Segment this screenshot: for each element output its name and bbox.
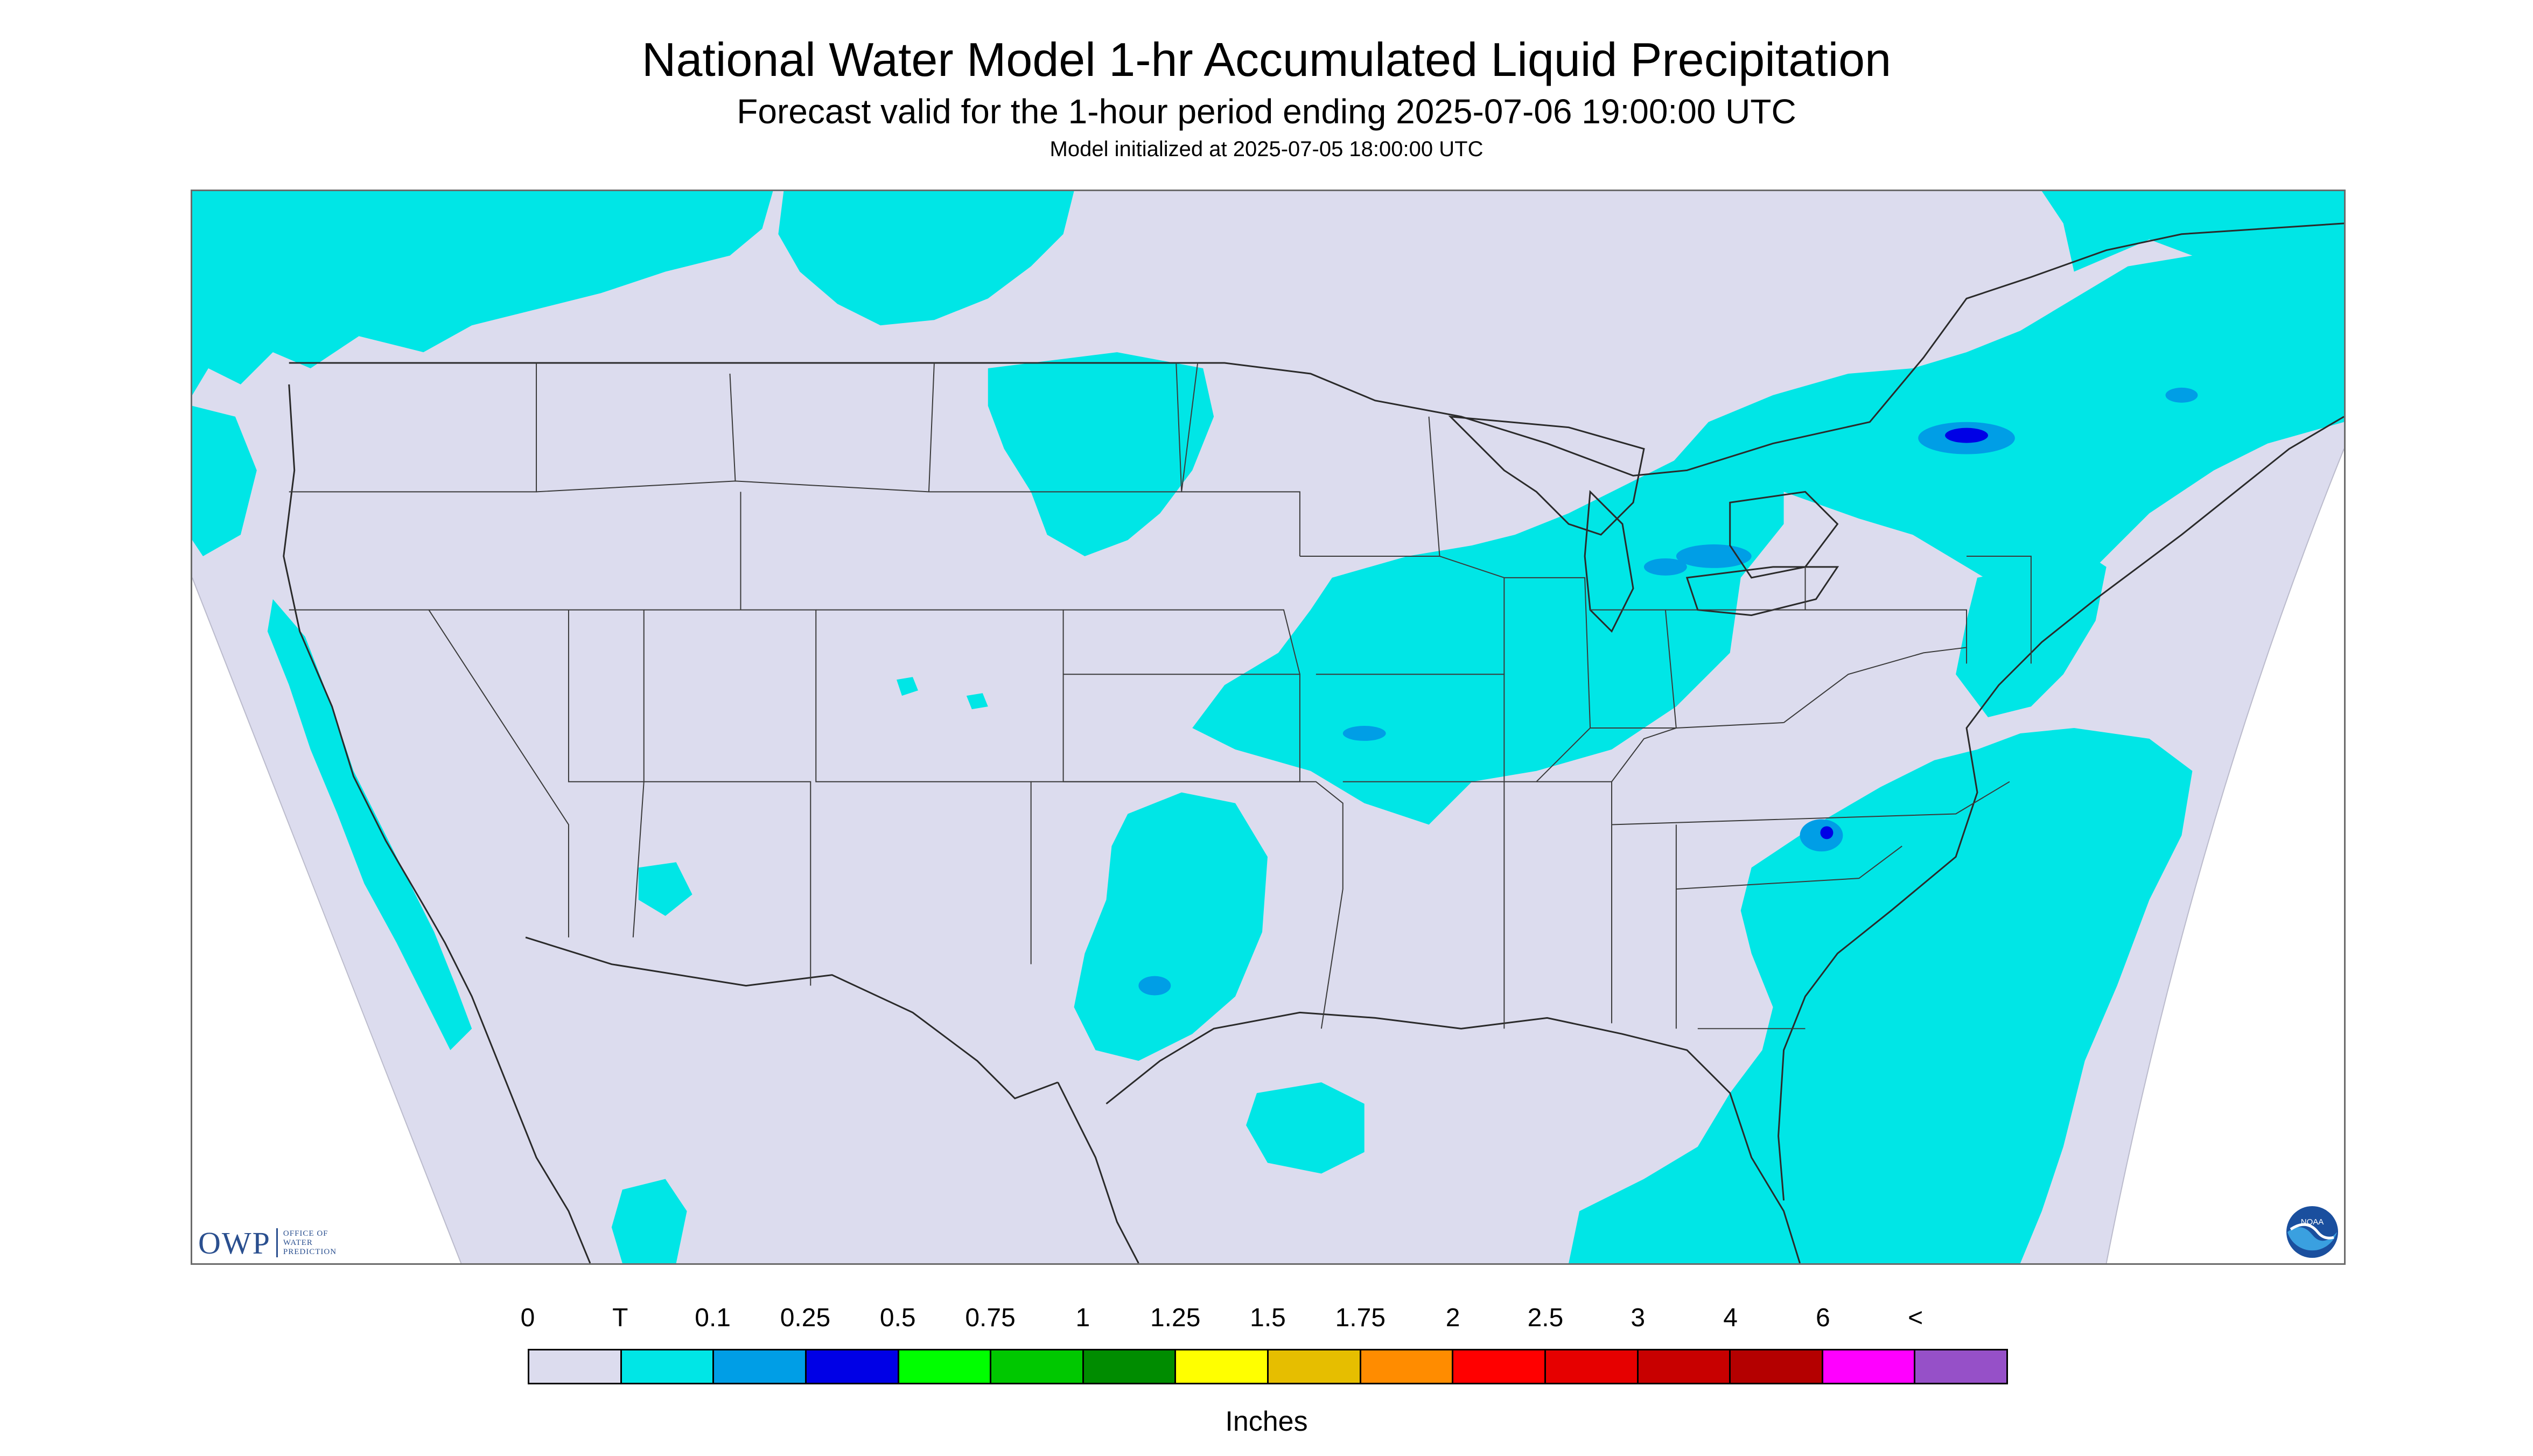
legend-swatch	[1176, 1350, 1269, 1383]
legend-tick-label: 1	[1075, 1304, 1090, 1332]
legend-swatch	[991, 1350, 1084, 1383]
legend-swatch	[1915, 1350, 2006, 1383]
legend-tick-label: 1.25	[1150, 1304, 1201, 1332]
precip-trace-areas	[192, 191, 2344, 1263]
gulf-coastline	[1057, 1011, 1801, 1263]
canada-us-border	[289, 222, 2344, 477]
legend-swatch	[621, 1350, 715, 1383]
legend-tick-label: 2.5	[1527, 1304, 1564, 1332]
us-mexico-border	[525, 936, 1059, 1100]
owp-logo-line-3: PREDICTION	[283, 1247, 337, 1256]
legend-swatch	[1823, 1350, 1916, 1383]
precip-area-gulf-west	[1246, 1082, 1365, 1174]
legend-swatch	[1545, 1350, 1639, 1383]
legend-tick-label: 3	[1631, 1304, 1646, 1332]
forecast-valid-subtitle: Forecast valid for the 1-hour period end…	[737, 92, 1796, 131]
precip-area-pacific-nw	[192, 405, 257, 556]
precip-area-southern-plains	[1074, 792, 1268, 1061]
pacific-coastline	[283, 384, 591, 1263]
legend-swatch	[1361, 1350, 1454, 1383]
legend-tick-labels: 0 T 0.1 0.25 0.5 0.75 1 1.25 1.5 1.75 2 2.5 3 4 6 <	[0, 1303, 2533, 1335]
legend-tick-label: <	[1908, 1304, 1923, 1332]
owp-logo-line-1: OFFICE OF	[283, 1229, 328, 1238]
legend-swatch	[1638, 1350, 1731, 1383]
precip-area-canada-west	[192, 191, 773, 395]
precip-light-texas	[1138, 976, 1171, 996]
legend-swatch	[899, 1350, 992, 1383]
noaa-logo-text: NOAA	[2301, 1217, 2324, 1227]
noaa-logo: NOAA	[2286, 1206, 2338, 1258]
precip-light-quebec	[2165, 387, 2198, 403]
boundary-lines	[283, 222, 2344, 1263]
owp-logo-line-2: WATER	[283, 1238, 313, 1247]
map-canvas	[192, 191, 2344, 1263]
legend-tick-label: T	[612, 1304, 628, 1332]
precip-area-baja	[611, 1179, 687, 1263]
precip-heavy-carolinas	[1820, 826, 1834, 839]
precip-area-southeast	[1569, 727, 2193, 1263]
legend-tick-label: 0.25	[780, 1304, 831, 1332]
legend-tick-label: 0	[520, 1304, 535, 1332]
legend-tick-label: 6	[1816, 1304, 1830, 1332]
legend-tick-label: 1.5	[1250, 1304, 1286, 1332]
legend-tick-label: 2	[1445, 1304, 1460, 1332]
map-title: National Water Model 1-hr Accumulated Li…	[641, 33, 1892, 86]
legend-swatch	[1083, 1350, 1177, 1383]
precip-area-pacific-coast	[267, 599, 472, 1051]
legend-swatch	[1269, 1350, 1361, 1383]
legend-color-bar	[528, 1349, 2008, 1384]
precip-area-colorado	[897, 677, 988, 710]
precip-area-four-corners	[638, 862, 692, 916]
legend-tick-label: 4	[1723, 1304, 1738, 1332]
precip-area-canada-east	[1665, 191, 2344, 599]
model-initialized-line: Model initialized at 2025-07-05 18:00:00…	[1049, 137, 1484, 161]
legend-swatch	[1731, 1350, 1823, 1383]
precip-light-great-lakes	[1676, 544, 1752, 568]
legend-tick-label: 1.75	[1335, 1304, 1386, 1332]
precip-heavy-areas	[1820, 428, 1988, 839]
legend-swatch	[714, 1350, 807, 1383]
owp-logo-divider	[276, 1228, 278, 1257]
legend-tick-label: 0.1	[695, 1304, 731, 1332]
precip-area-upper-plains	[988, 352, 1214, 556]
state-boundaries	[289, 362, 2032, 1030]
precipitation-map	[191, 190, 2346, 1265]
precip-area-canada-central	[778, 191, 1074, 326]
precip-heavy-ontario	[1945, 428, 1988, 443]
legend-swatch	[806, 1350, 899, 1383]
legend-units: Inches	[1225, 1406, 1308, 1437]
precip-light-michigan	[1643, 558, 1687, 576]
owp-logo-subtext: OFFICE OF WATER PREDICTION	[283, 1229, 337, 1257]
atlantic-coastline	[1778, 416, 2344, 1201]
legend-tick-label: 0.5	[879, 1304, 916, 1332]
owp-logo: OWP OFFICE OF WATER PREDICTION	[198, 1225, 337, 1261]
legend-swatch	[1453, 1350, 1546, 1383]
owp-logo-text: OWP	[198, 1225, 271, 1261]
legend-tick-label: 0.75	[965, 1304, 1016, 1332]
precip-light-missouri	[1342, 726, 1386, 741]
legend-swatch	[529, 1350, 622, 1383]
